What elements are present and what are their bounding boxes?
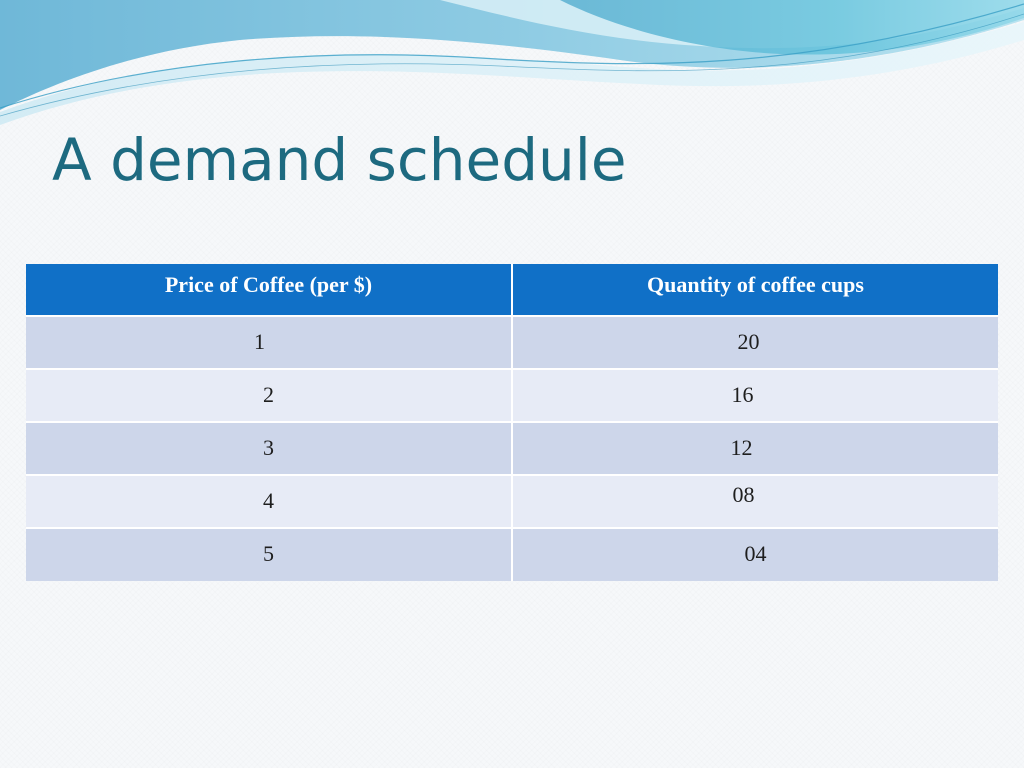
- wave-line-1: [0, 3, 1024, 109]
- table-row: 3 12: [26, 421, 998, 475]
- table-row: 4 08: [26, 474, 998, 528]
- header-wave-decoration: [0, 0, 1024, 125]
- demand-schedule-table: Price of Coffee (per $) Quantity of coff…: [26, 264, 998, 581]
- wave-line-2: [0, 13, 1024, 117]
- header-quantity: Quantity of coffee cups: [512, 264, 998, 316]
- quantity-cell: 20: [512, 315, 998, 369]
- price-cell: 2: [26, 368, 513, 422]
- price-cell: 1: [26, 315, 513, 369]
- table-header-row: Price of Coffee (per $) Quantity of coff…: [26, 264, 998, 316]
- wave-mid-shape: [0, 22, 1024, 125]
- header-price: Price of Coffee (per $): [26, 264, 513, 316]
- quantity-cell: 08: [512, 474, 998, 528]
- slide-title: A demand schedule: [52, 126, 627, 194]
- table-row: 5 04: [26, 527, 998, 581]
- price-cell: 4: [26, 474, 513, 528]
- table-row: 1 20: [26, 315, 998, 369]
- quantity-cell: 12: [512, 421, 998, 475]
- price-cell: 3: [26, 421, 513, 475]
- quantity-cell: 16: [512, 368, 998, 422]
- table-row: 2 16: [26, 368, 998, 422]
- price-cell: 5: [26, 527, 513, 581]
- quantity-cell: 04: [512, 527, 998, 581]
- wave-front-shape: [560, 0, 1024, 55]
